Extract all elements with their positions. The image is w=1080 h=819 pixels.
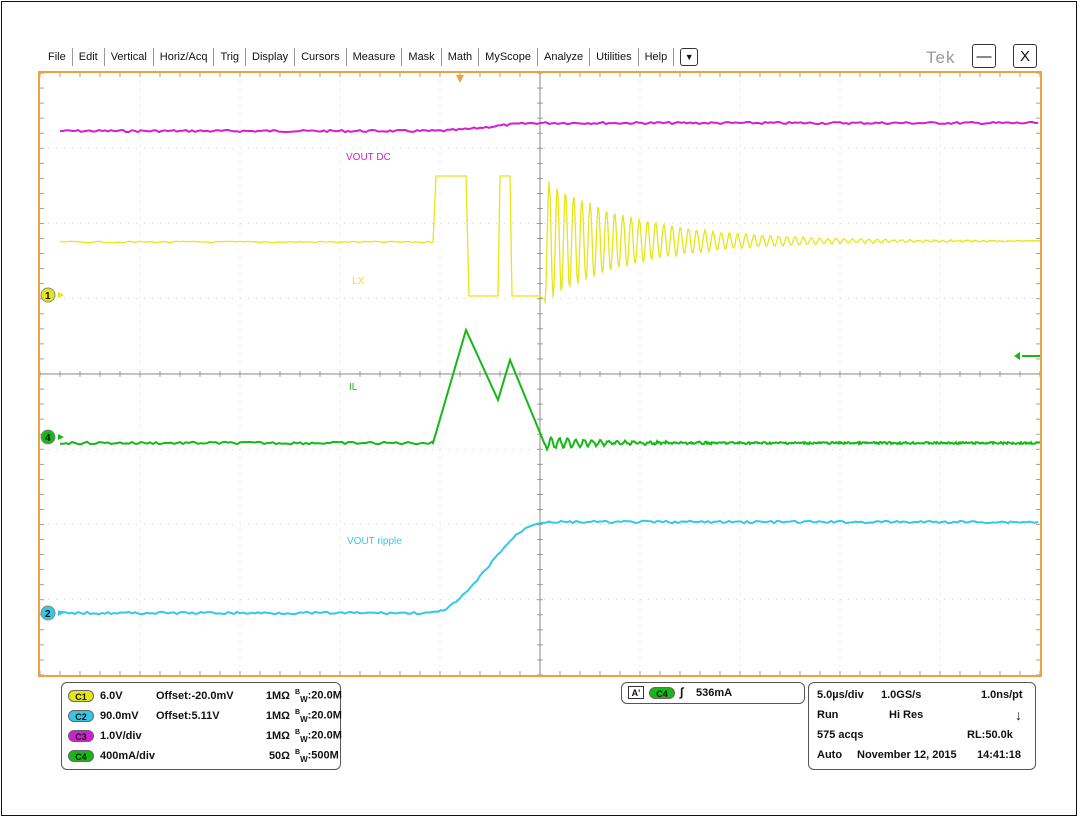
svg-text:2: 2 [45,609,51,620]
acquisition-panel[interactable]: 5.0µs/div 1.0GS/s 1.0ns/pt Run Hi Res ↓ … [808,682,1036,770]
rising-edge-icon: ∫ [680,685,684,699]
channel-row-c3[interactable]: C3 1.0V/div 1MΩ BW:20.0M [68,728,342,744]
channel-bandwidth: BW:20.0M [295,688,342,704]
date: November 12, 2015 [857,749,957,761]
channel-scale: 6.0V [100,690,123,702]
il-trace [60,327,1041,452]
menu-cursors[interactable]: Cursors [295,48,347,66]
channel-badge: C3 [68,730,94,742]
menu-bar: File Edit Vertical Horiz/Acq Trig Display Curs… [44,45,699,69]
menu-mask[interactable]: Mask [402,48,442,66]
graticule [39,72,1041,676]
tek-logo: Tek [926,48,956,67]
menu-edit[interactable]: Edit [73,48,105,66]
channel-impedance: 1MΩ [265,710,290,722]
menu-help[interactable]: Help [639,48,675,66]
menu-display[interactable]: Display [246,48,296,66]
time: 14:41:18 [977,749,1022,761]
close-button[interactable]: X [1013,44,1037,68]
trigger-channel-badge: C4 [649,687,675,699]
channel-scale: 400mA/div [100,750,156,762]
menu-horiz-acq[interactable]: Horiz/Acq [154,48,215,66]
acq-mode: Hi Res [889,709,924,721]
channel-badge: C4 [68,750,94,762]
trigger-position-marker[interactable] [456,75,464,83]
channel-row-c1[interactable]: C1 6.0V Offset:-20.0mV 1MΩ BW:20.0M [68,688,342,704]
trigger-level-value: 536mA [696,687,733,699]
resolution-value: 1.0ns/pt [981,689,1023,701]
menu-myscope[interactable]: MyScope [479,48,539,66]
menu-utilities[interactable]: Utilities [590,48,639,66]
channel-scale: 90.0mV [100,710,139,722]
channel-badge: C2 [68,710,94,722]
menu-trig[interactable]: Trig [214,48,247,66]
vout-dc-label: VOUT DC [346,152,391,163]
channel-badge: C1 [68,690,94,702]
ch2-marker[interactable]: 2 [40,605,64,621]
sample-rate-value: 1.0GS/s [881,689,922,701]
channel-row-c4[interactable]: C4 400mA/div 50Ω BW:500M [68,748,339,764]
channel-scale: 1.0V/div [100,730,142,742]
menu-measure[interactable]: Measure [347,48,403,66]
channel-bandwidth: BW:500M [295,748,339,764]
channel-bandwidth: BW:20.0M [295,728,342,744]
waveforms [59,120,1041,616]
channel-offset: Offset:5.11V [156,710,220,722]
vout-dc-trace [59,120,1039,134]
vout-ripple-trace [59,519,1039,616]
trigger-level-arrow[interactable] [1014,352,1040,360]
channel-impedance: 1MΩ [265,730,290,742]
channel-bandwidth: BW:20.0M [295,708,342,724]
lx-trace [59,175,1041,304]
lx-label: LX [352,276,365,287]
ch1-marker[interactable]: 1 [40,287,64,303]
record-length: RL:50.0k [967,729,1013,741]
menu-vertical[interactable]: Vertical [105,48,154,66]
svg-text:4: 4 [45,433,51,444]
menu-file[interactable]: File [44,48,73,66]
menu-math[interactable]: Math [442,48,480,66]
il-label: IL [349,382,358,393]
trigger-mode: Auto [817,749,843,761]
timebase-value: 5.0µs/div [817,689,864,701]
trigger-mode-badge: A' [628,686,644,699]
arrow-down-icon: ↓ [1015,707,1022,723]
minimize-button[interactable]: — [972,44,996,68]
channel-settings-panel[interactable]: C1 6.0V Offset:-20.0mV 1MΩ BW:20.0M C2 90.0mV O… [61,682,342,770]
channel-row-c2[interactable]: C2 90.0mV Offset:5.11V 1MΩ BW:20.0M [68,708,342,724]
vout-ripple-label: VOUT ripple [347,536,402,547]
menu-analyze[interactable]: Analyze [538,48,591,66]
dropdown-icon[interactable]: ▼ [680,48,699,66]
run-state: Run [817,709,839,721]
trigger-readout[interactable]: A' C4 ∫ 536mA [621,682,805,704]
ch4-marker[interactable]: 4 [40,429,64,445]
channel-impedance: 1MΩ [265,690,290,702]
channel-offset: Offset:-20.0mV [156,690,234,702]
plot-frame [38,71,1042,677]
channel-impedance: 50Ω [268,750,290,762]
acq-count: 575 acqs [817,729,864,741]
svg-text:1: 1 [45,291,51,302]
